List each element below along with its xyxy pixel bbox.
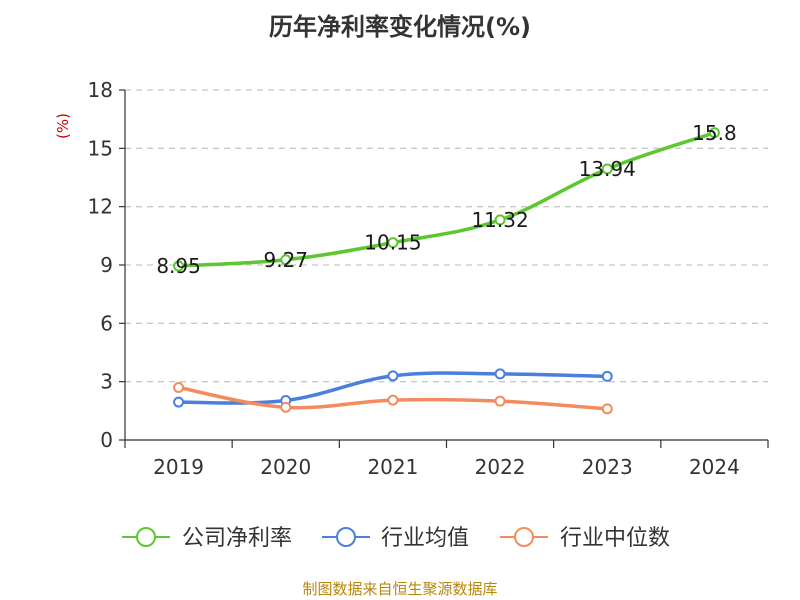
y-tick-label: 18 (88, 78, 113, 102)
data-point (601, 370, 613, 382)
data-point (601, 403, 613, 415)
y-tick-label: 6 (100, 311, 113, 335)
data-label: 8.95 (156, 254, 201, 278)
data-point (708, 127, 720, 139)
data-point (387, 237, 399, 249)
x-tick-label: 2020 (260, 455, 311, 479)
data-point (173, 260, 185, 272)
legend: 公司净利率 行业均值 行业中位数 (122, 526, 670, 551)
data-point (280, 401, 292, 413)
data-point (173, 396, 185, 408)
y-tick-label: 15 (88, 136, 113, 160)
axes: 0 3 6 9 12 15 18 2019 2020 2021 2022 2023 2024 (88, 78, 769, 479)
legend-item: 行业均值 (322, 526, 469, 551)
legend-marker (514, 527, 534, 547)
x-tick-label: 2023 (582, 455, 633, 479)
series-line-1 (176, 131, 717, 268)
data-point (494, 395, 506, 407)
data-label: 10.15 (364, 231, 421, 255)
x-tick-label: 2024 (689, 455, 740, 479)
legend-label: 行业中位数 (560, 526, 670, 551)
data-point (387, 370, 399, 382)
legend-item: 行业中位数 (500, 526, 670, 551)
y-tick-label: 0 (100, 428, 113, 452)
data-point (494, 214, 506, 226)
data-point (601, 163, 613, 175)
x-tick-label: 2021 (367, 455, 418, 479)
data-point (494, 368, 506, 380)
y-tick-label: 3 (100, 370, 113, 394)
x-tick-label: 2022 (475, 455, 526, 479)
data-label: 15.8 (692, 121, 737, 145)
chart-title: 历年净利率变化情况(%) (269, 13, 531, 41)
legend-label: 公司净利率 (182, 526, 292, 551)
data-labels: 8.95 9.27 10.15 11.32 13.94 15.8 (156, 121, 736, 278)
legend-item: 公司净利率 (122, 526, 292, 551)
y-axis-label: (%) (54, 113, 72, 139)
data-label: 9.27 (263, 248, 308, 272)
data-point (173, 382, 185, 393)
data-point (387, 394, 399, 406)
legend-label: 行业均值 (381, 526, 469, 551)
y-tick-label: 9 (100, 253, 113, 277)
y-tick-label: 12 (88, 195, 113, 219)
grid (125, 89, 768, 383)
data-label: 11.32 (471, 208, 528, 232)
x-tick-label: 2019 (153, 455, 204, 479)
data-label: 13.94 (579, 157, 636, 181)
data-point (280, 254, 292, 266)
legend-marker (336, 527, 356, 547)
series-layer (173, 127, 720, 415)
footer-source: 制图数据来自恒生聚源数据库 (302, 580, 497, 598)
legend-marker (136, 527, 156, 547)
